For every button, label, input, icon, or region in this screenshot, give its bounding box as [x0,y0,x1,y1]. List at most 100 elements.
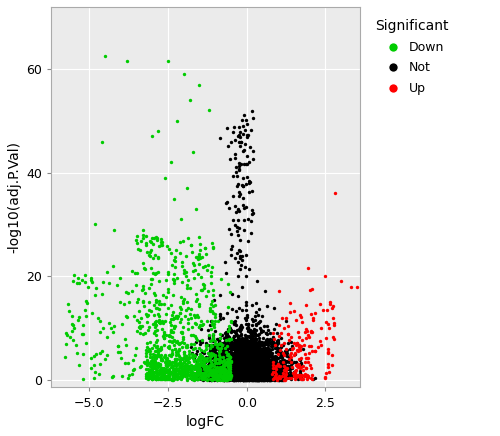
Point [234,364,242,371]
Point [160,374,168,381]
Point [234,364,242,371]
Point [246,368,254,375]
Point [256,375,264,382]
Point [264,326,272,333]
Point [228,367,236,374]
Point [190,357,198,364]
Point [218,374,226,381]
Point [218,373,226,380]
Point [230,364,238,371]
Point [238,371,246,378]
Point [83,300,91,307]
Point [222,375,230,382]
Point [268,373,276,380]
Point [238,369,246,376]
Point [263,372,271,379]
Point [234,372,242,379]
Point [270,376,278,383]
Point [248,366,256,373]
Point [246,355,254,362]
Point [246,372,254,379]
Point [246,349,254,356]
Point [230,373,238,380]
Point [242,371,250,378]
Point [249,362,257,369]
Point [275,369,283,376]
Point [242,375,250,382]
Point [212,371,220,378]
Point [234,358,242,364]
Point [244,375,252,382]
Point [207,376,215,383]
Point [250,373,258,380]
Point [230,353,237,360]
Point [246,354,254,361]
Point [210,334,218,341]
Point [188,368,196,375]
Point [252,351,260,358]
Point [263,344,271,351]
Point [168,339,176,346]
Point [246,143,254,150]
Point [234,351,242,358]
Point [281,373,289,380]
Point [296,373,304,380]
Point [238,366,246,373]
Point [236,365,244,372]
Point [249,375,257,382]
Point [232,373,240,380]
Point [241,351,249,358]
Point [227,376,235,383]
Point [272,368,280,375]
Point [259,373,267,380]
Point [237,324,245,331]
Point [238,362,246,369]
Point [248,374,256,381]
Point [198,286,206,293]
Point [226,372,234,379]
Point [155,242,163,249]
Point [248,347,256,354]
Point [260,362,268,369]
Point [255,366,263,373]
Point [194,365,202,372]
Point [248,374,256,381]
Point [246,356,254,363]
Point [253,365,261,372]
Point [245,375,253,382]
Point [268,372,276,379]
Point [271,373,279,380]
Point [250,366,258,373]
Point [244,358,252,364]
Point [282,371,290,378]
Point [296,345,304,352]
Point [248,368,256,375]
Point [143,318,151,325]
Point [148,360,156,367]
Point [248,358,256,365]
Point [228,346,236,353]
Point [276,371,283,378]
Point [256,368,264,375]
Point [227,358,235,365]
Point [150,301,158,308]
Point [210,368,218,375]
Point [252,372,260,379]
Point [234,371,242,378]
Point [164,373,172,380]
Point [231,136,239,143]
Point [210,373,218,380]
Point [248,363,256,370]
Point [239,370,247,377]
Point [252,375,260,382]
Point [252,367,260,374]
Point [256,371,264,378]
Point [242,366,250,373]
Point [220,373,228,380]
Point [242,134,250,141]
Point [265,374,273,381]
Point [166,329,174,336]
Point [209,361,217,368]
Point [251,359,259,366]
Point [256,357,264,364]
